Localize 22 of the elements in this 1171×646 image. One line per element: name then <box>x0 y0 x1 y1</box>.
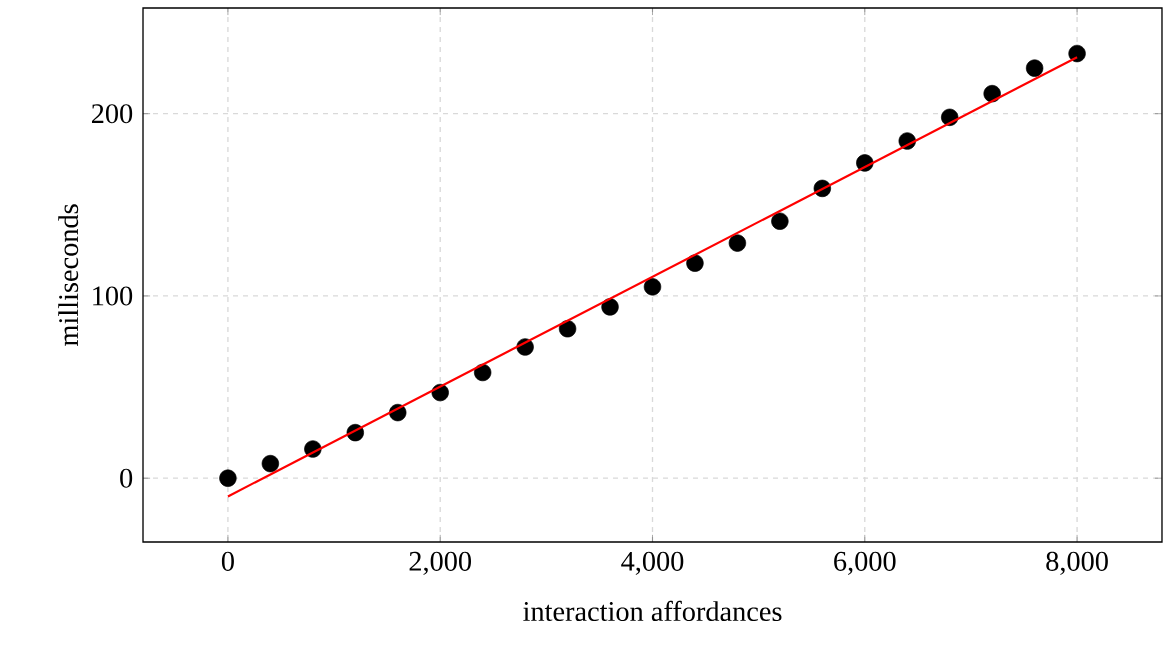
x-tick-label: 2,000 <box>409 551 472 575</box>
point <box>474 363 492 382</box>
y-axis-title: milliseconds <box>58 204 79 346</box>
x-tick-label: 0 <box>221 551 234 571</box>
point <box>686 254 704 272</box>
x-tick-label: 8,000 <box>1046 551 1108 575</box>
x-axis-title: interaction affordances <box>523 600 782 622</box>
point <box>601 298 619 316</box>
point <box>1068 44 1086 63</box>
point <box>771 212 789 230</box>
y-tick-label: 100 <box>93 286 133 306</box>
point <box>728 234 747 252</box>
y-tick-label: 200 <box>91 104 133 124</box>
point <box>261 454 280 473</box>
point <box>1025 59 1044 77</box>
point <box>983 84 1001 103</box>
x-tick-label: 4,000 <box>621 551 684 575</box>
y-tick-label: 0 <box>120 468 133 488</box>
point <box>643 278 662 296</box>
point <box>219 469 237 487</box>
x-tick-label: 6,000 <box>834 551 896 575</box>
point <box>558 320 577 338</box>
